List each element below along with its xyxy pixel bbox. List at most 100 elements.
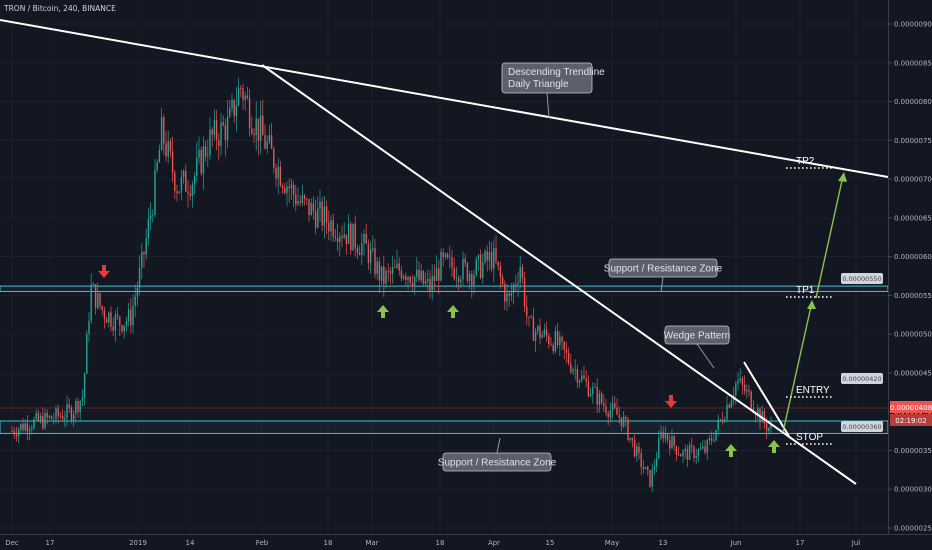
candle-body (636, 446, 638, 457)
candle-body (127, 309, 130, 322)
candle-body (572, 369, 574, 372)
candle-body (132, 305, 134, 326)
price-axis[interactable]: 0.000002500.000003000.000003500.00000400… (888, 21, 932, 533)
candle-body (224, 125, 227, 141)
candle-body (440, 252, 442, 281)
candle-body (105, 318, 108, 323)
time-axis[interactable]: Dec 17 2019 14 Feb 18 Mar 18 Apr 15 May 13 Jun 17 Jul (5, 539, 860, 547)
candle-body (352, 223, 354, 251)
candle-body (242, 88, 244, 100)
candle-body (328, 222, 330, 232)
candle-body (154, 169, 156, 215)
candle-body (66, 404, 68, 419)
candle-body (757, 408, 759, 416)
target-arrow-tp2 (815, 175, 844, 299)
candle-body (264, 135, 266, 149)
signal-layer (98, 265, 780, 457)
candle-body (462, 258, 464, 280)
candle-body (587, 381, 590, 397)
candle-body (499, 266, 502, 278)
candle-body (149, 215, 152, 220)
time-tick-label: 18 (436, 539, 445, 547)
candle-body (347, 223, 350, 244)
candle-body (380, 266, 383, 281)
candle-body (510, 293, 513, 296)
candle-body (570, 363, 572, 372)
candle-body (539, 325, 541, 338)
candle-body (114, 314, 117, 331)
candle-body (37, 412, 40, 421)
candle-body (391, 267, 394, 274)
candle-body (647, 467, 649, 471)
candle-body (770, 424, 772, 428)
time-tick-label: Mar (365, 539, 378, 547)
time-tick-label: 15 (546, 539, 555, 547)
candle-body (207, 155, 209, 157)
candle-body (660, 431, 662, 439)
candle-body (695, 455, 697, 459)
candle-body (688, 445, 691, 460)
candle-body (297, 201, 299, 205)
candle-body (288, 186, 290, 189)
candle-body (196, 157, 198, 176)
candle-body (457, 278, 460, 283)
candle-body (682, 451, 684, 457)
candle-body (523, 277, 526, 307)
candle-body (332, 220, 334, 237)
time-tick-label: 2019 (129, 539, 147, 547)
candle-body (662, 431, 664, 439)
candle-body (158, 149, 161, 163)
candle-body (554, 331, 557, 352)
sell-signal-arrow (98, 265, 110, 278)
candle-body (680, 454, 682, 457)
candle-body (592, 387, 594, 395)
candle-body (57, 408, 59, 417)
callout-pointer (660, 276, 664, 293)
candle-body (314, 211, 317, 228)
current-price-label: 0.00000408 (890, 404, 932, 412)
descending-trendline (0, 19, 889, 178)
candle-body (532, 316, 535, 341)
candle-body (444, 253, 447, 257)
candle-body (125, 321, 128, 326)
candle-body (411, 282, 414, 287)
candle-body (644, 467, 647, 470)
candle-body (453, 267, 455, 279)
candle-body (567, 352, 570, 364)
candle-body (521, 267, 524, 278)
callout-text: Descending Trendline (508, 67, 605, 78)
candle-body (726, 404, 728, 420)
level-price-tag-label: 0.00000420 (842, 375, 881, 383)
candle-body (576, 369, 579, 383)
candle-body (244, 95, 246, 100)
candle-body (163, 117, 165, 144)
level-price-tag (841, 273, 883, 284)
candle-body (257, 118, 260, 141)
callout-pointer (696, 343, 715, 369)
candle-body (625, 416, 627, 419)
candle-body (325, 206, 328, 223)
candle-body (618, 414, 620, 418)
candle-body (506, 293, 508, 302)
candle-body (235, 105, 238, 117)
candle-body (273, 148, 275, 168)
candle-body (330, 220, 332, 232)
candle-body (464, 258, 466, 264)
candle-body (231, 99, 233, 109)
candle-body (222, 122, 224, 126)
candle-body (704, 446, 706, 453)
level-label: TP2 (796, 156, 815, 167)
candle-body (378, 261, 381, 281)
current-price-badge (890, 401, 932, 413)
target-arrow-tp1 (782, 301, 813, 433)
candle-body (145, 238, 147, 255)
candle-body (94, 284, 97, 308)
candle-body (706, 440, 708, 453)
candle-body (622, 416, 625, 427)
